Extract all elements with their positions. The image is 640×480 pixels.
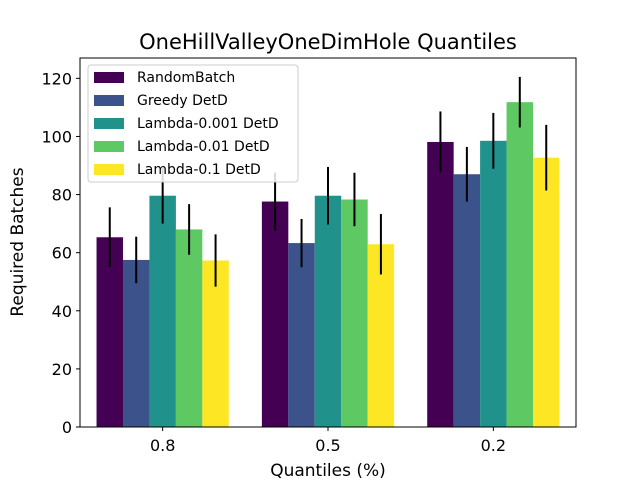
legend-label: Lambda-0.01 DetD	[137, 139, 270, 155]
bar	[202, 260, 229, 427]
bar	[261, 201, 289, 427]
bar	[453, 174, 481, 427]
legend: RandomBatch Greedy DetD Lambda-0.001 DetD L…	[87, 64, 299, 183]
bar	[506, 102, 534, 427]
bar	[480, 140, 507, 428]
y-tick-label: 100	[41, 127, 72, 146]
bar	[175, 229, 203, 427]
error-bars-group	[108, 76, 548, 287]
x-tick-label: 0.5	[315, 436, 340, 455]
x-tick-label: 0.8	[150, 436, 175, 455]
legend-label: RandomBatch	[137, 70, 235, 86]
bar	[288, 243, 315, 427]
legend-swatch	[94, 141, 124, 152]
x-axis-label: Quantiles (%)	[270, 461, 386, 480]
x-tick-label: 0.2	[481, 436, 506, 455]
bars-group	[96, 102, 560, 428]
y-tick-label: 120	[41, 69, 72, 88]
x-axis: 0.8 0.5 0.2	[150, 427, 506, 455]
bar	[96, 237, 123, 427]
legend-swatch	[94, 95, 124, 106]
y-tick-label: 80	[52, 186, 72, 205]
legend-swatch	[94, 72, 124, 83]
bar	[427, 141, 454, 427]
bar	[314, 195, 342, 427]
y-axis: 0 20 40 60 80 100 120	[41, 69, 80, 437]
chart-title: OneHillValleyOneDimHole Quantiles	[139, 30, 517, 54]
bar	[122, 259, 150, 427]
y-axis-label: Required Batches	[8, 167, 28, 316]
bar	[341, 199, 368, 427]
legend-swatch	[94, 164, 124, 175]
y-tick-label: 0	[62, 418, 72, 437]
bar	[533, 157, 560, 427]
y-tick-label: 60	[52, 244, 72, 263]
bar	[149, 195, 176, 427]
y-tick-label: 20	[52, 360, 72, 379]
legend-label: Lambda-0.001 DetD	[137, 116, 279, 132]
legend-frame	[87, 64, 299, 183]
y-tick-label: 40	[52, 302, 72, 321]
legend-label: Lambda-0.1 DetD	[137, 162, 261, 178]
legend-swatch	[94, 118, 124, 129]
legend-label: Greedy DetD	[137, 93, 228, 109]
bar	[367, 244, 395, 427]
